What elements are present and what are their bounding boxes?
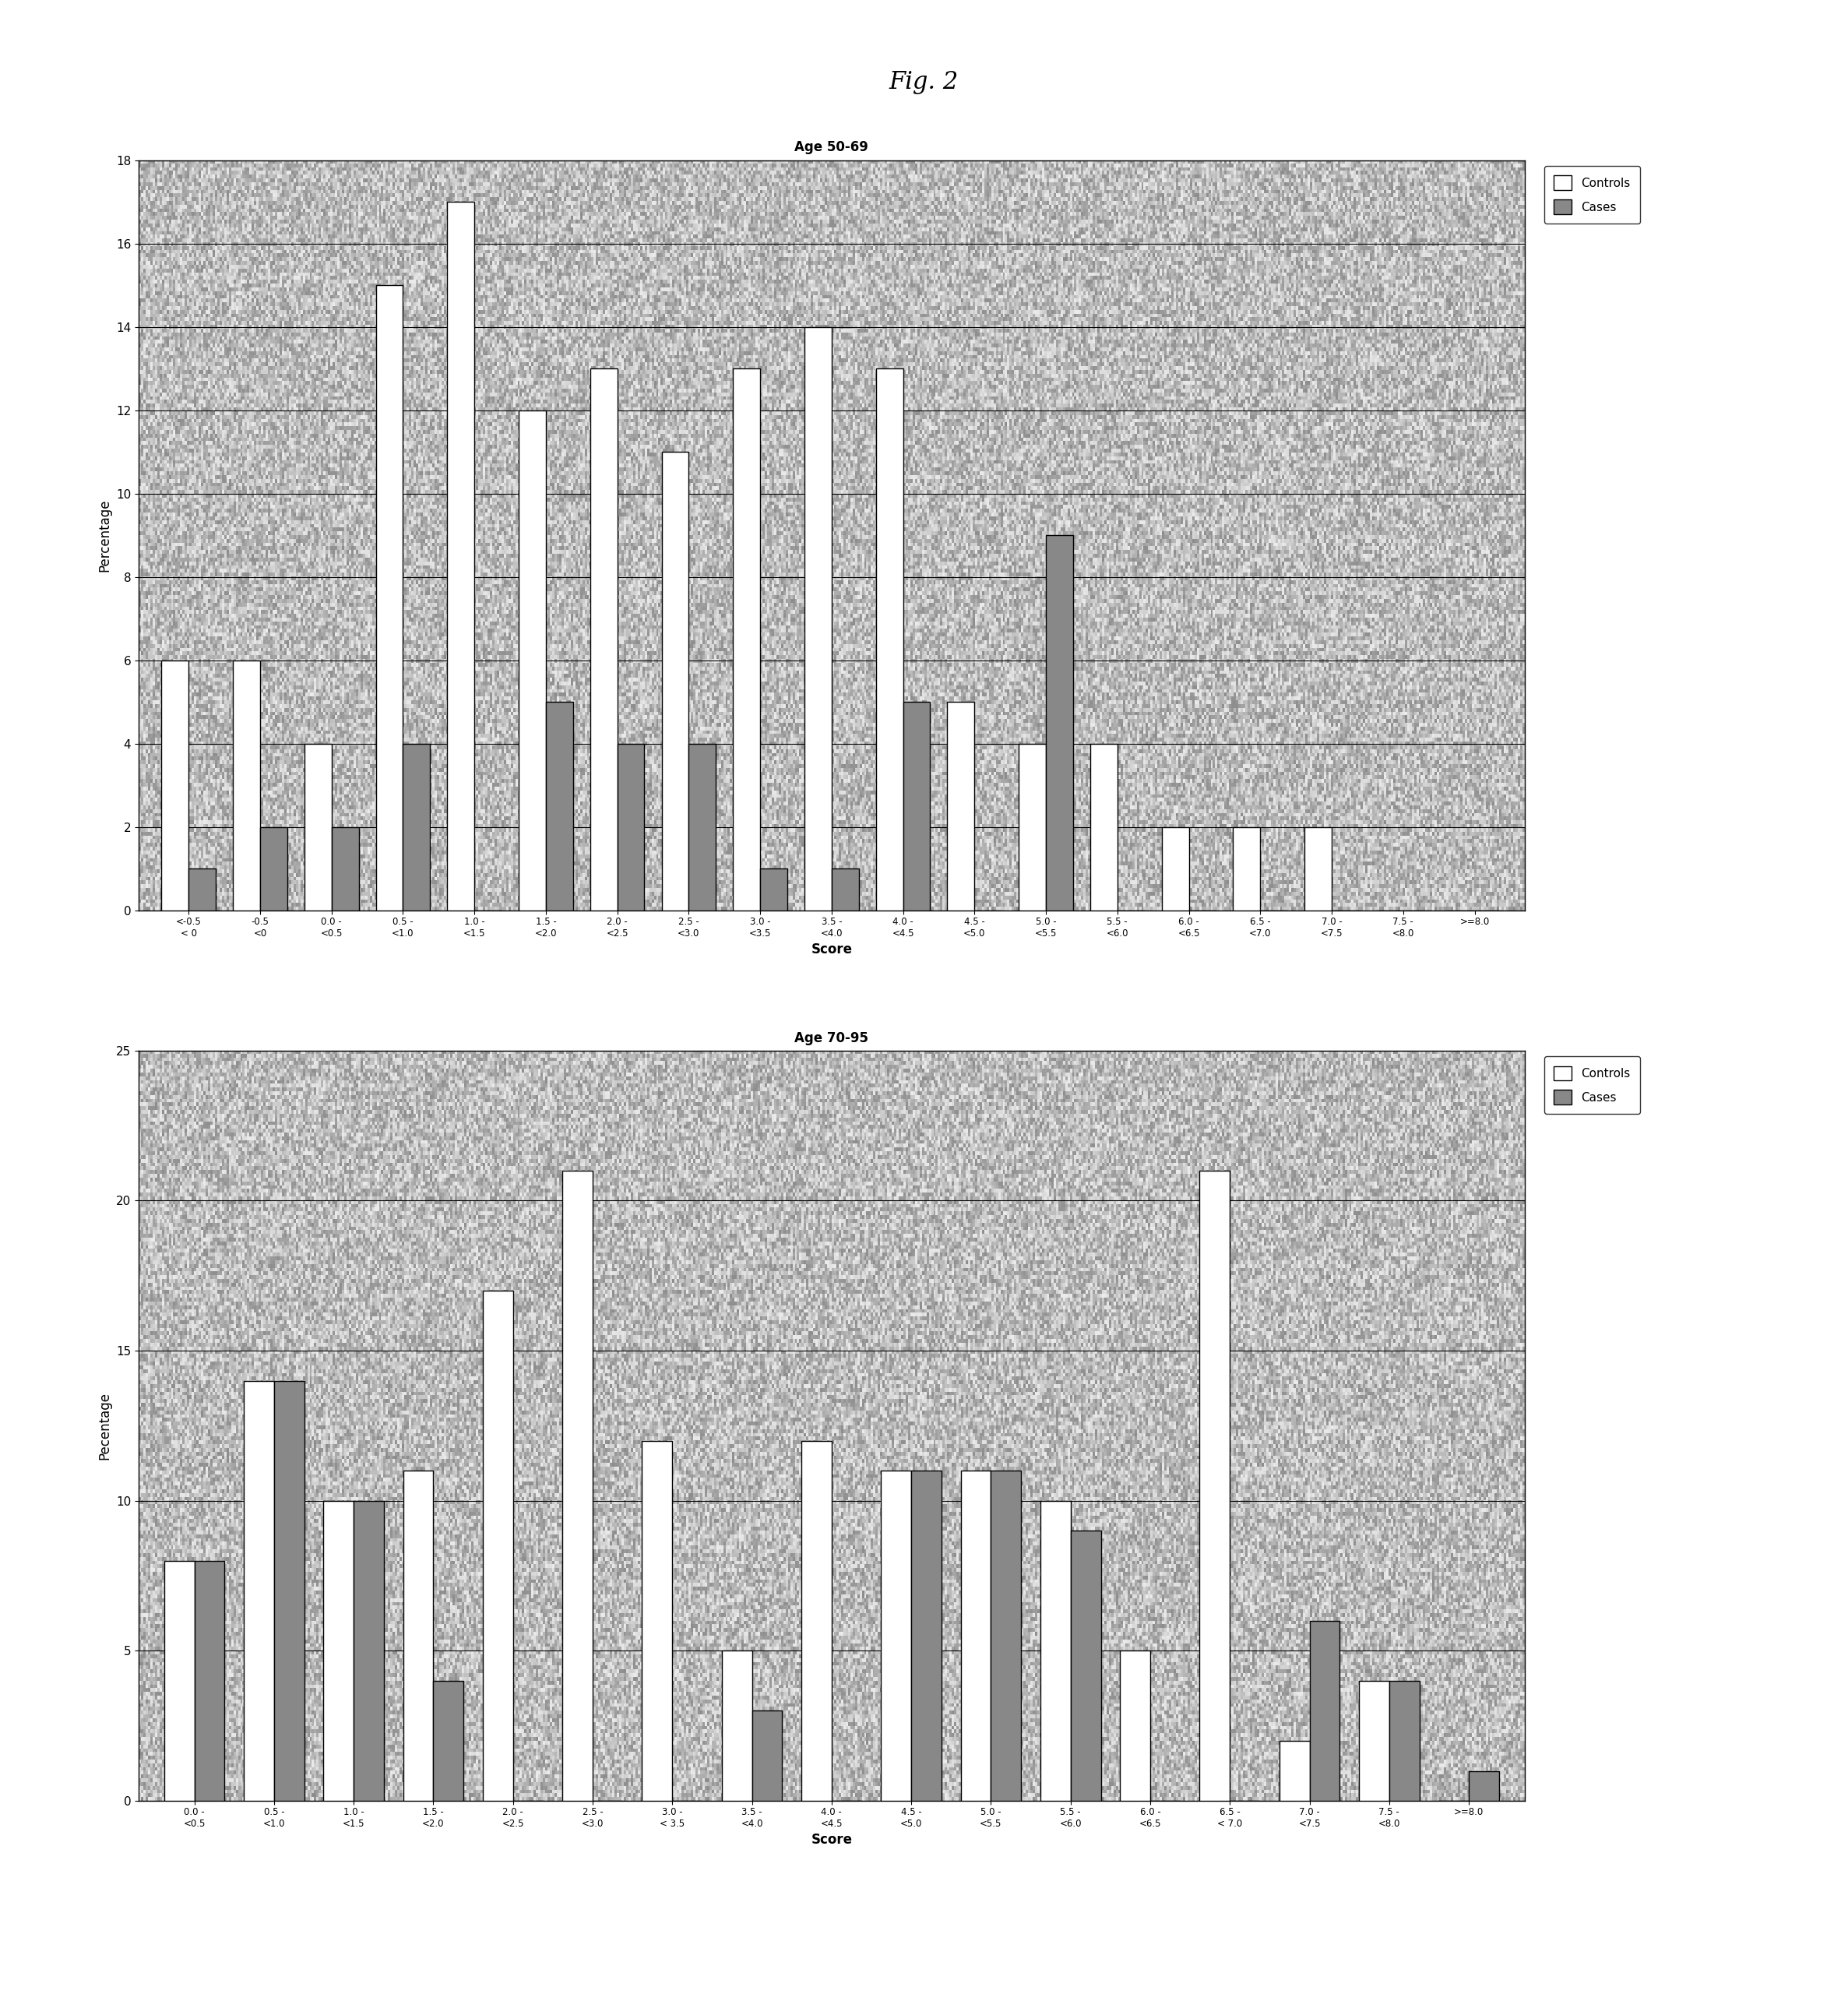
Y-axis label: Percentage: Percentage: [98, 498, 111, 572]
Bar: [447, 202, 475, 910]
Bar: [689, 744, 715, 910]
Bar: [244, 1381, 274, 1801]
Bar: [562, 1171, 593, 1801]
Bar: [590, 368, 617, 910]
Bar: [1090, 744, 1118, 910]
Bar: [545, 702, 573, 910]
Bar: [353, 1501, 384, 1801]
Bar: [1233, 826, 1260, 910]
Title: Age 70-95: Age 70-95: [795, 1031, 869, 1045]
Bar: [1469, 1771, 1499, 1801]
Bar: [519, 410, 545, 910]
Bar: [1358, 1681, 1390, 1801]
Bar: [752, 1711, 782, 1801]
Text: Fig. 2: Fig. 2: [889, 70, 959, 94]
Bar: [1046, 536, 1074, 910]
Bar: [802, 1441, 832, 1801]
Bar: [233, 660, 261, 910]
Bar: [1390, 1681, 1419, 1801]
Bar: [164, 1561, 194, 1801]
Bar: [881, 1471, 911, 1801]
Bar: [194, 1561, 225, 1801]
Bar: [617, 744, 645, 910]
Bar: [723, 1651, 752, 1801]
Bar: [1040, 1501, 1070, 1801]
Bar: [161, 660, 188, 910]
Bar: [331, 826, 359, 910]
Bar: [261, 826, 286, 910]
Bar: [1305, 826, 1332, 910]
X-axis label: Score: Score: [811, 942, 852, 956]
Bar: [274, 1381, 305, 1801]
Bar: [403, 1471, 432, 1801]
Bar: [641, 1441, 673, 1801]
Bar: [188, 868, 216, 910]
Legend: Controls, Cases: Controls, Cases: [1545, 1057, 1639, 1115]
Bar: [904, 702, 930, 910]
X-axis label: Score: Score: [811, 1833, 852, 1847]
Bar: [403, 744, 431, 910]
Bar: [305, 744, 331, 910]
Bar: [1310, 1621, 1340, 1801]
Bar: [432, 1681, 464, 1801]
Bar: [760, 868, 787, 910]
Bar: [876, 368, 904, 910]
Y-axis label: Pecentage: Pecentage: [98, 1393, 111, 1459]
Bar: [961, 1471, 991, 1801]
Legend: Controls, Cases: Controls, Cases: [1545, 166, 1639, 224]
Bar: [662, 452, 689, 910]
Bar: [804, 326, 832, 910]
Bar: [1070, 1531, 1101, 1801]
Bar: [1162, 826, 1188, 910]
Bar: [911, 1471, 941, 1801]
Bar: [948, 702, 974, 910]
Bar: [1279, 1741, 1310, 1801]
Bar: [482, 1291, 514, 1801]
Bar: [1120, 1651, 1149, 1801]
Bar: [832, 868, 859, 910]
Bar: [1018, 744, 1046, 910]
Bar: [375, 286, 403, 910]
Bar: [991, 1471, 1022, 1801]
Bar: [1199, 1171, 1231, 1801]
Bar: [323, 1501, 353, 1801]
Bar: [734, 368, 760, 910]
Title: Age 50-69: Age 50-69: [795, 140, 869, 154]
